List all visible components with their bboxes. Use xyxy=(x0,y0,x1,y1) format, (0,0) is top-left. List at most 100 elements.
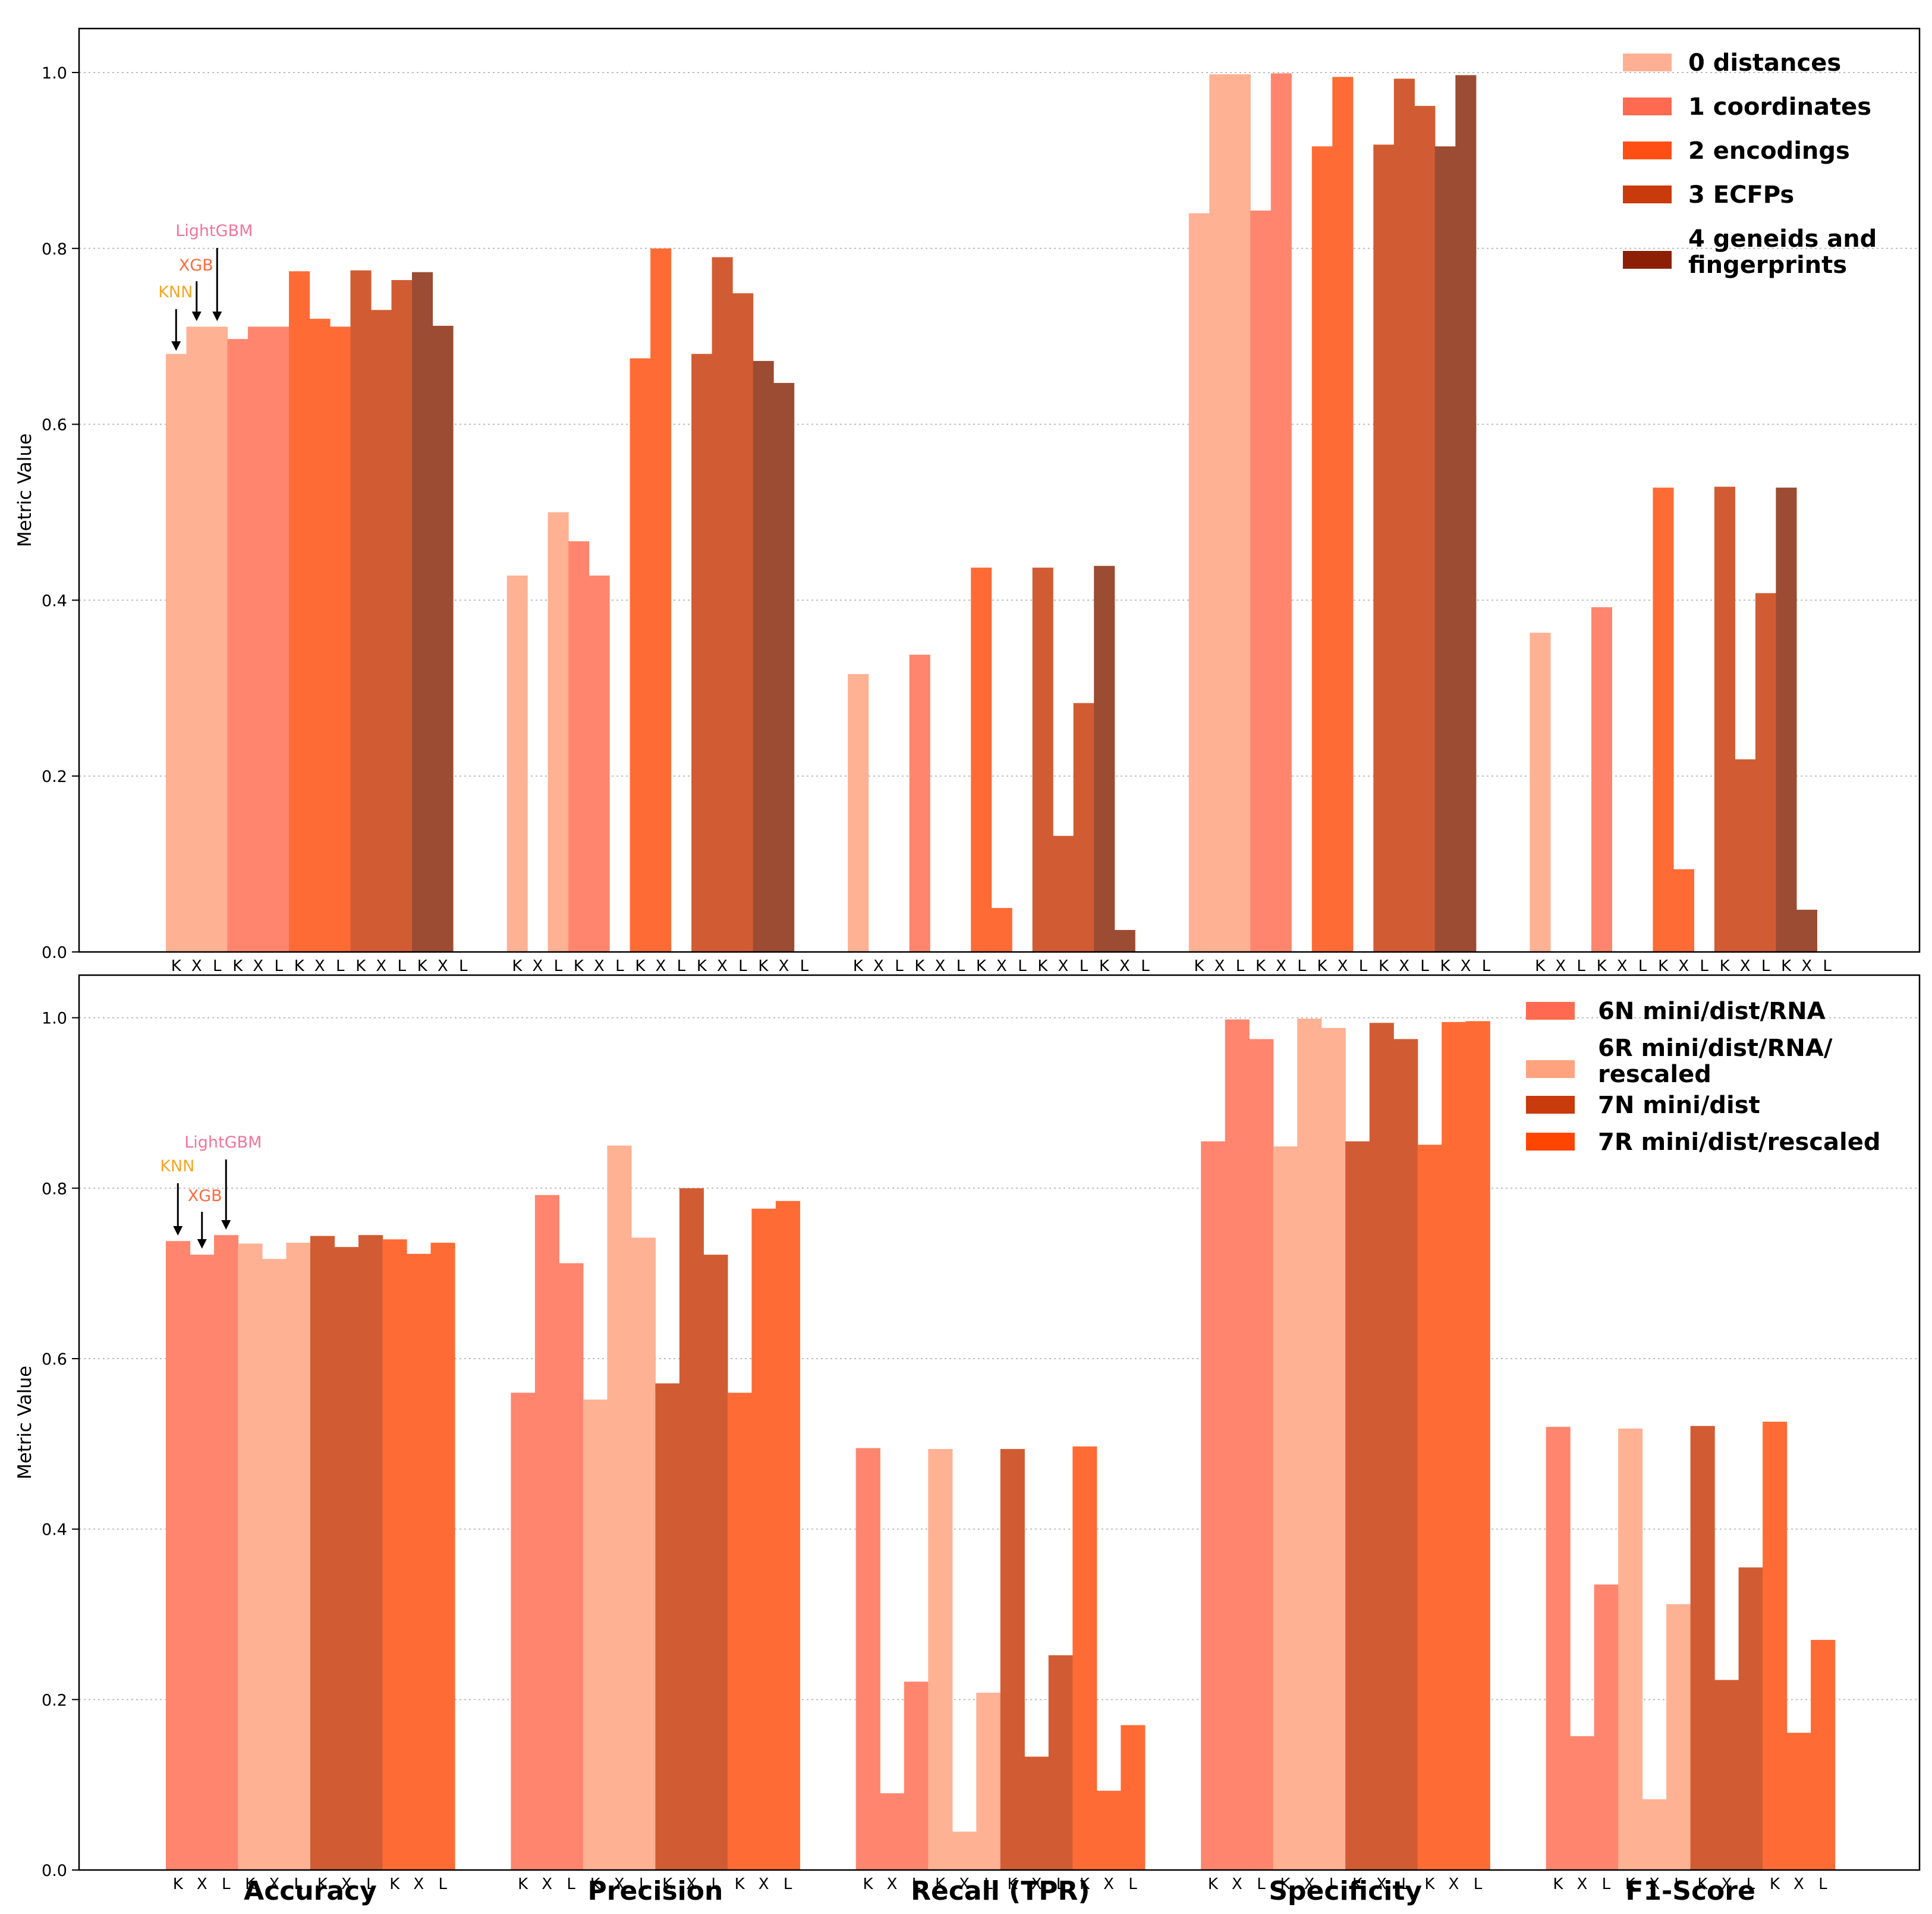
bar xyxy=(1811,1640,1836,1870)
model-letter: L xyxy=(336,957,345,975)
bar xyxy=(1786,1733,1811,1870)
model-letter: X xyxy=(935,957,946,975)
model-letter: L xyxy=(1056,1875,1065,1893)
bar xyxy=(1249,1039,1274,1870)
model-letter: L xyxy=(1297,957,1306,975)
model-letter: L xyxy=(1329,1875,1338,1893)
annotation-arrowhead xyxy=(197,1239,207,1249)
model-letter: K xyxy=(914,957,925,975)
model-letter: L xyxy=(1577,957,1585,975)
model-letter: K xyxy=(1037,957,1048,975)
bar xyxy=(775,1200,800,1870)
bar xyxy=(1642,1799,1667,1870)
bar xyxy=(1094,565,1115,952)
model-letter: X xyxy=(887,1875,898,1893)
model-letter: K xyxy=(294,957,305,975)
model-letter: L xyxy=(1420,957,1429,975)
model-letter: L xyxy=(1018,957,1027,975)
bar xyxy=(848,674,869,952)
bar xyxy=(568,541,590,952)
bar xyxy=(1297,1019,1322,1870)
model-letter: X xyxy=(1338,957,1348,975)
bar xyxy=(268,326,290,952)
bar xyxy=(732,293,754,952)
model-letter: K xyxy=(758,957,769,975)
bar xyxy=(310,1236,335,1870)
model-letter: K xyxy=(1424,1875,1435,1893)
legend-swatch xyxy=(1526,1096,1575,1114)
model-letter: L xyxy=(1823,957,1832,975)
bar xyxy=(1618,1428,1643,1870)
bar xyxy=(207,326,228,952)
model-letter: K xyxy=(512,957,523,975)
model-letter: L xyxy=(294,1875,303,1893)
model-letter: X xyxy=(759,1875,769,1893)
model-letter: L xyxy=(275,957,284,975)
model-letter: X xyxy=(1678,957,1689,975)
bar xyxy=(166,354,187,952)
model-letter: L xyxy=(615,957,624,975)
model-letter: K xyxy=(735,1875,745,1893)
model-annotation-label: XGB xyxy=(179,256,213,275)
bar xyxy=(583,1399,608,1870)
bar xyxy=(1273,1146,1298,1870)
model-letter: K xyxy=(232,957,243,975)
y-axis-label: Metric Value xyxy=(14,1366,36,1479)
bar xyxy=(334,1247,359,1870)
bar xyxy=(1345,1141,1370,1870)
bar xyxy=(703,1255,728,1870)
bar xyxy=(1735,759,1756,952)
y-tick-label: 0.8 xyxy=(42,240,67,259)
model-letter: K xyxy=(1625,1875,1636,1893)
bar xyxy=(589,575,610,952)
model-letter: K xyxy=(1597,957,1607,975)
model-letter: K xyxy=(1008,1875,1018,1893)
model-letter: K xyxy=(635,957,646,975)
model-letter: L xyxy=(398,957,407,975)
bar xyxy=(1434,146,1456,952)
category-label: Precision xyxy=(588,1876,723,1906)
model-letter: X xyxy=(614,1875,625,1893)
model-letter: X xyxy=(1555,957,1566,975)
model-letter: K xyxy=(1697,1875,1708,1893)
model-letter: K xyxy=(1317,957,1328,975)
model-letter: X xyxy=(1399,957,1409,975)
model-letter: X xyxy=(191,957,202,975)
model-letter: X xyxy=(1649,1875,1660,1893)
model-letter: K xyxy=(1194,957,1205,975)
model-letter: X xyxy=(996,957,1007,975)
bar xyxy=(679,1188,704,1870)
legend-swatch xyxy=(1623,142,1672,159)
model-letter: X xyxy=(1376,1875,1387,1893)
model-letter: X xyxy=(1721,1875,1732,1893)
model-letter: X xyxy=(655,957,666,975)
bar xyxy=(1455,75,1477,952)
model-letter: K xyxy=(1379,957,1389,975)
bar xyxy=(904,1682,929,1870)
bar xyxy=(534,1195,559,1870)
bar xyxy=(1053,835,1074,952)
bar xyxy=(432,325,454,952)
bar xyxy=(1690,1426,1715,1870)
model-letter: L xyxy=(222,1875,231,1893)
bar xyxy=(382,1239,407,1870)
axes-frame xyxy=(78,27,1921,953)
bar xyxy=(909,655,930,952)
model-letter: K xyxy=(1535,957,1546,975)
model-letter: X xyxy=(1449,1875,1459,1893)
model-annotation-label: LightGBM xyxy=(175,222,253,240)
model-letter: L xyxy=(1638,957,1647,975)
bar xyxy=(227,339,248,953)
y-tick-label: 1.0 xyxy=(42,64,67,83)
model-letter: X xyxy=(1276,957,1286,975)
category-label: Specificity xyxy=(1269,1876,1422,1906)
bar xyxy=(1096,1790,1121,1870)
model-letter: L xyxy=(1674,1875,1683,1893)
bar xyxy=(1229,74,1251,952)
model-letter: X xyxy=(1577,1875,1587,1893)
model-letter: X xyxy=(376,957,386,975)
bar xyxy=(928,1448,953,1870)
bar xyxy=(407,1253,432,1870)
model-letter: L xyxy=(1401,1875,1410,1893)
